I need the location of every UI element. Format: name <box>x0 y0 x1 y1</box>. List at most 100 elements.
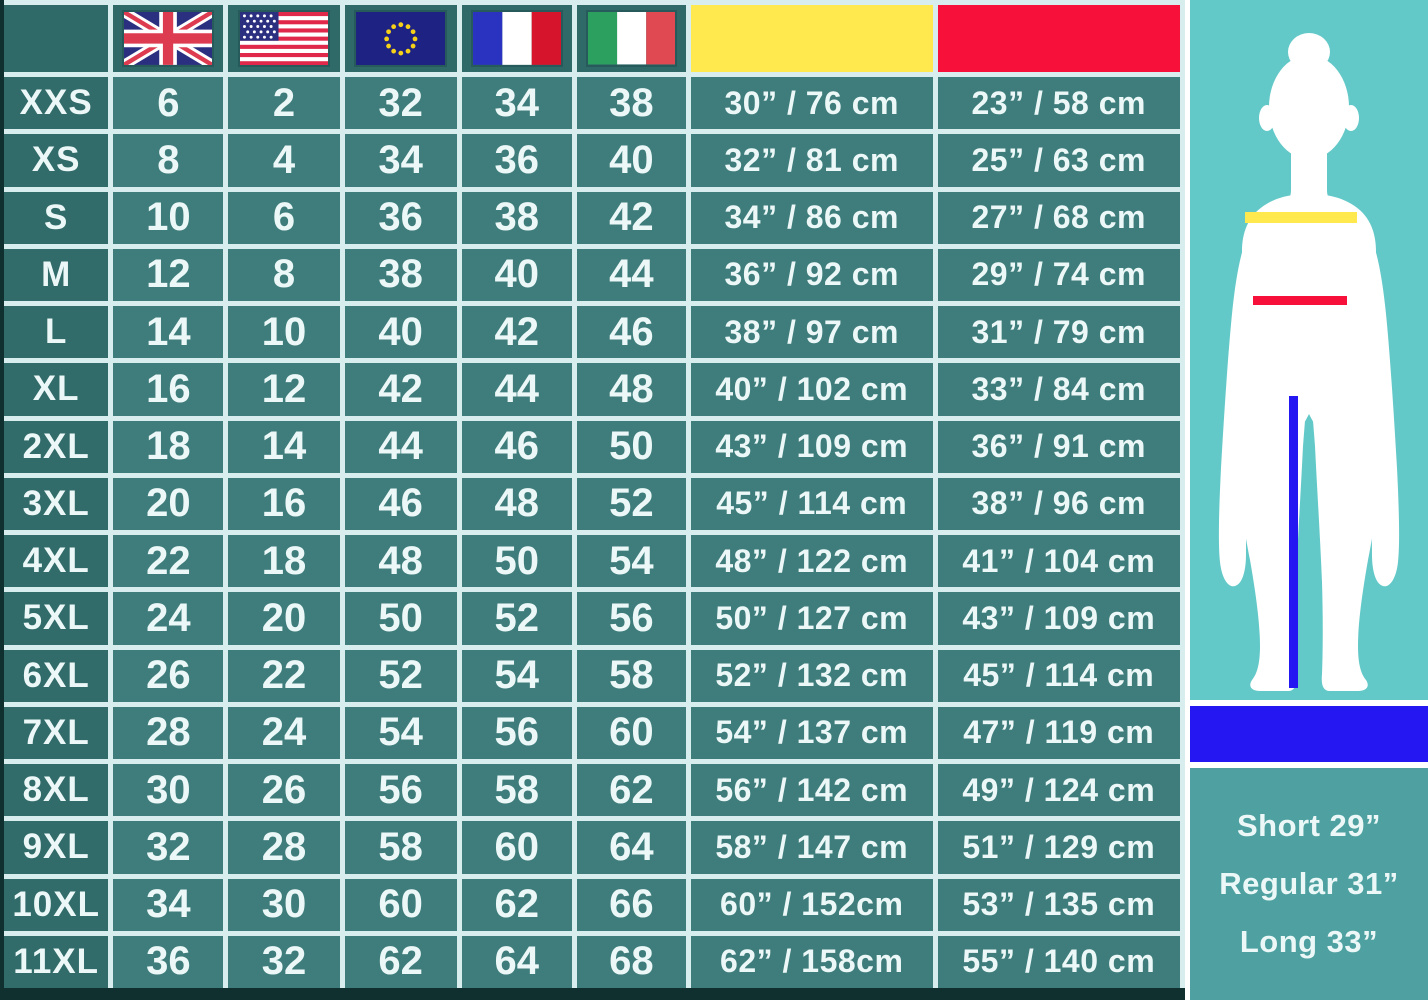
us-size-cell: 30 <box>228 878 340 931</box>
eu-flag-icon <box>355 11 446 66</box>
bust-measure-cell: 52” / 132 cm <box>690 649 933 702</box>
bust-measure-cell: 54” / 137 cm <box>690 706 933 759</box>
us-size-cell: 2 <box>228 77 340 130</box>
it-size-cell: 48 <box>576 363 686 416</box>
header-uk-flag <box>113 5 224 72</box>
eu-size-cell: 50 <box>344 592 457 645</box>
uk-size-cell: 12 <box>113 248 224 301</box>
eu-size-cell: 54 <box>344 706 457 759</box>
it-size-cell: 50 <box>576 420 686 473</box>
fr-size-cell: 34 <box>461 77 572 130</box>
waist-measure-cell: 38” / 96 cm <box>937 477 1180 530</box>
size-label-cell: 7XL <box>4 706 109 759</box>
size-conversion-table: XXS 6 2 32 34 38 30” / 76 cm 23” / 58 cm… <box>0 0 1185 1000</box>
size-label-cell: XS <box>4 134 109 187</box>
eu-size-cell: 58 <box>344 821 457 874</box>
bust-measure-cell: 34” / 86 cm <box>690 191 933 244</box>
size-label-cell: L <box>4 306 109 359</box>
waist-measure-cell: 51” / 129 cm <box>937 821 1180 874</box>
us-size-cell: 10 <box>228 306 340 359</box>
fr-size-cell: 52 <box>461 592 572 645</box>
header-france-flag <box>461 5 572 72</box>
us-size-cell: 4 <box>228 134 340 187</box>
eu-size-cell: 44 <box>344 420 457 473</box>
waist-measure-cell: 55” / 140 cm <box>937 935 1180 988</box>
fr-size-cell: 58 <box>461 764 572 817</box>
measurement-guide-panel: Short 29” Regular 31” Long 33” <box>1190 0 1428 1000</box>
length-option-regular: Regular 31” <box>1219 866 1399 901</box>
it-size-cell: 58 <box>576 649 686 702</box>
bust-measure-cell: 58” / 147 cm <box>690 821 933 874</box>
us-size-cell: 32 <box>228 935 340 988</box>
eu-size-cell: 42 <box>344 363 457 416</box>
waist-measure-cell: 43” / 109 cm <box>937 592 1180 645</box>
uk-size-cell: 26 <box>113 649 224 702</box>
eu-size-cell: 62 <box>344 935 457 988</box>
head-shape <box>1269 55 1349 159</box>
uk-size-cell: 34 <box>113 878 224 931</box>
bust-measure-cell: 62” / 158cm <box>690 935 933 988</box>
it-size-cell: 64 <box>576 821 686 874</box>
italy-flag-icon <box>587 12 676 65</box>
uk-size-cell: 14 <box>113 306 224 359</box>
it-size-cell: 56 <box>576 592 686 645</box>
header-eu-flag <box>344 5 457 72</box>
uk-size-cell: 32 <box>113 821 224 874</box>
bust-measure-cell: 36” / 92 cm <box>690 248 933 301</box>
bust-measure-cell: 56” / 142 cm <box>690 764 933 817</box>
uk-size-cell: 24 <box>113 592 224 645</box>
waist-line <box>1253 296 1347 305</box>
eu-size-cell: 48 <box>344 535 457 588</box>
waist-measure-cell: 25” / 63 cm <box>937 134 1180 187</box>
waist-measure-cell: 36” / 91 cm <box>937 420 1180 473</box>
it-size-cell: 66 <box>576 878 686 931</box>
size-label-cell: 11XL <box>4 935 109 988</box>
bust-measure-cell: 60” / 152cm <box>690 878 933 931</box>
eu-size-cell: 56 <box>344 764 457 817</box>
uk-size-cell: 10 <box>113 191 224 244</box>
uk-size-cell: 30 <box>113 764 224 817</box>
size-label-cell: XXS <box>4 77 109 130</box>
it-size-cell: 38 <box>576 77 686 130</box>
uk-size-cell: 8 <box>113 134 224 187</box>
uk-size-cell: 22 <box>113 535 224 588</box>
size-label-cell: 6XL <box>4 649 109 702</box>
fr-size-cell: 44 <box>461 363 572 416</box>
us-size-cell: 22 <box>228 649 340 702</box>
us-flag-icon <box>239 11 329 66</box>
fr-size-cell: 62 <box>461 878 572 931</box>
us-size-cell: 8 <box>228 248 340 301</box>
female-body-silhouette <box>1218 33 1400 691</box>
torso-shape <box>1230 194 1388 449</box>
length-option-long: Long 33” <box>1239 924 1379 959</box>
bust-measure-cell: 45” / 114 cm <box>690 477 933 530</box>
it-size-cell: 52 <box>576 477 686 530</box>
eu-size-cell: 60 <box>344 878 457 931</box>
size-label-cell: S <box>4 191 109 244</box>
us-size-cell: 20 <box>228 592 340 645</box>
us-size-cell: 6 <box>228 191 340 244</box>
it-size-cell: 68 <box>576 935 686 988</box>
us-size-cell: 16 <box>228 477 340 530</box>
eu-size-cell: 36 <box>344 191 457 244</box>
size-label-cell: 4XL <box>4 535 109 588</box>
length-option-short: Short 29” <box>1236 808 1382 843</box>
waist-measure-cell: 49” / 124 cm <box>937 764 1180 817</box>
bust-line <box>1245 212 1357 223</box>
fr-size-cell: 36 <box>461 134 572 187</box>
inseam-line <box>1289 396 1298 688</box>
fr-size-cell: 46 <box>461 420 572 473</box>
us-size-cell: 12 <box>228 363 340 416</box>
size-label-cell: 10XL <box>4 878 109 931</box>
size-label-cell: 5XL <box>4 592 109 645</box>
header-bust-yellow <box>690 5 933 72</box>
us-size-cell: 14 <box>228 420 340 473</box>
uk-size-cell: 18 <box>113 420 224 473</box>
fr-size-cell: 60 <box>461 821 572 874</box>
us-size-cell: 26 <box>228 764 340 817</box>
size-label-cell: 9XL <box>4 821 109 874</box>
body-figure-panel <box>1190 0 1428 700</box>
header-italy-flag <box>576 5 686 72</box>
eu-size-cell: 38 <box>344 248 457 301</box>
it-size-cell: 40 <box>576 134 686 187</box>
